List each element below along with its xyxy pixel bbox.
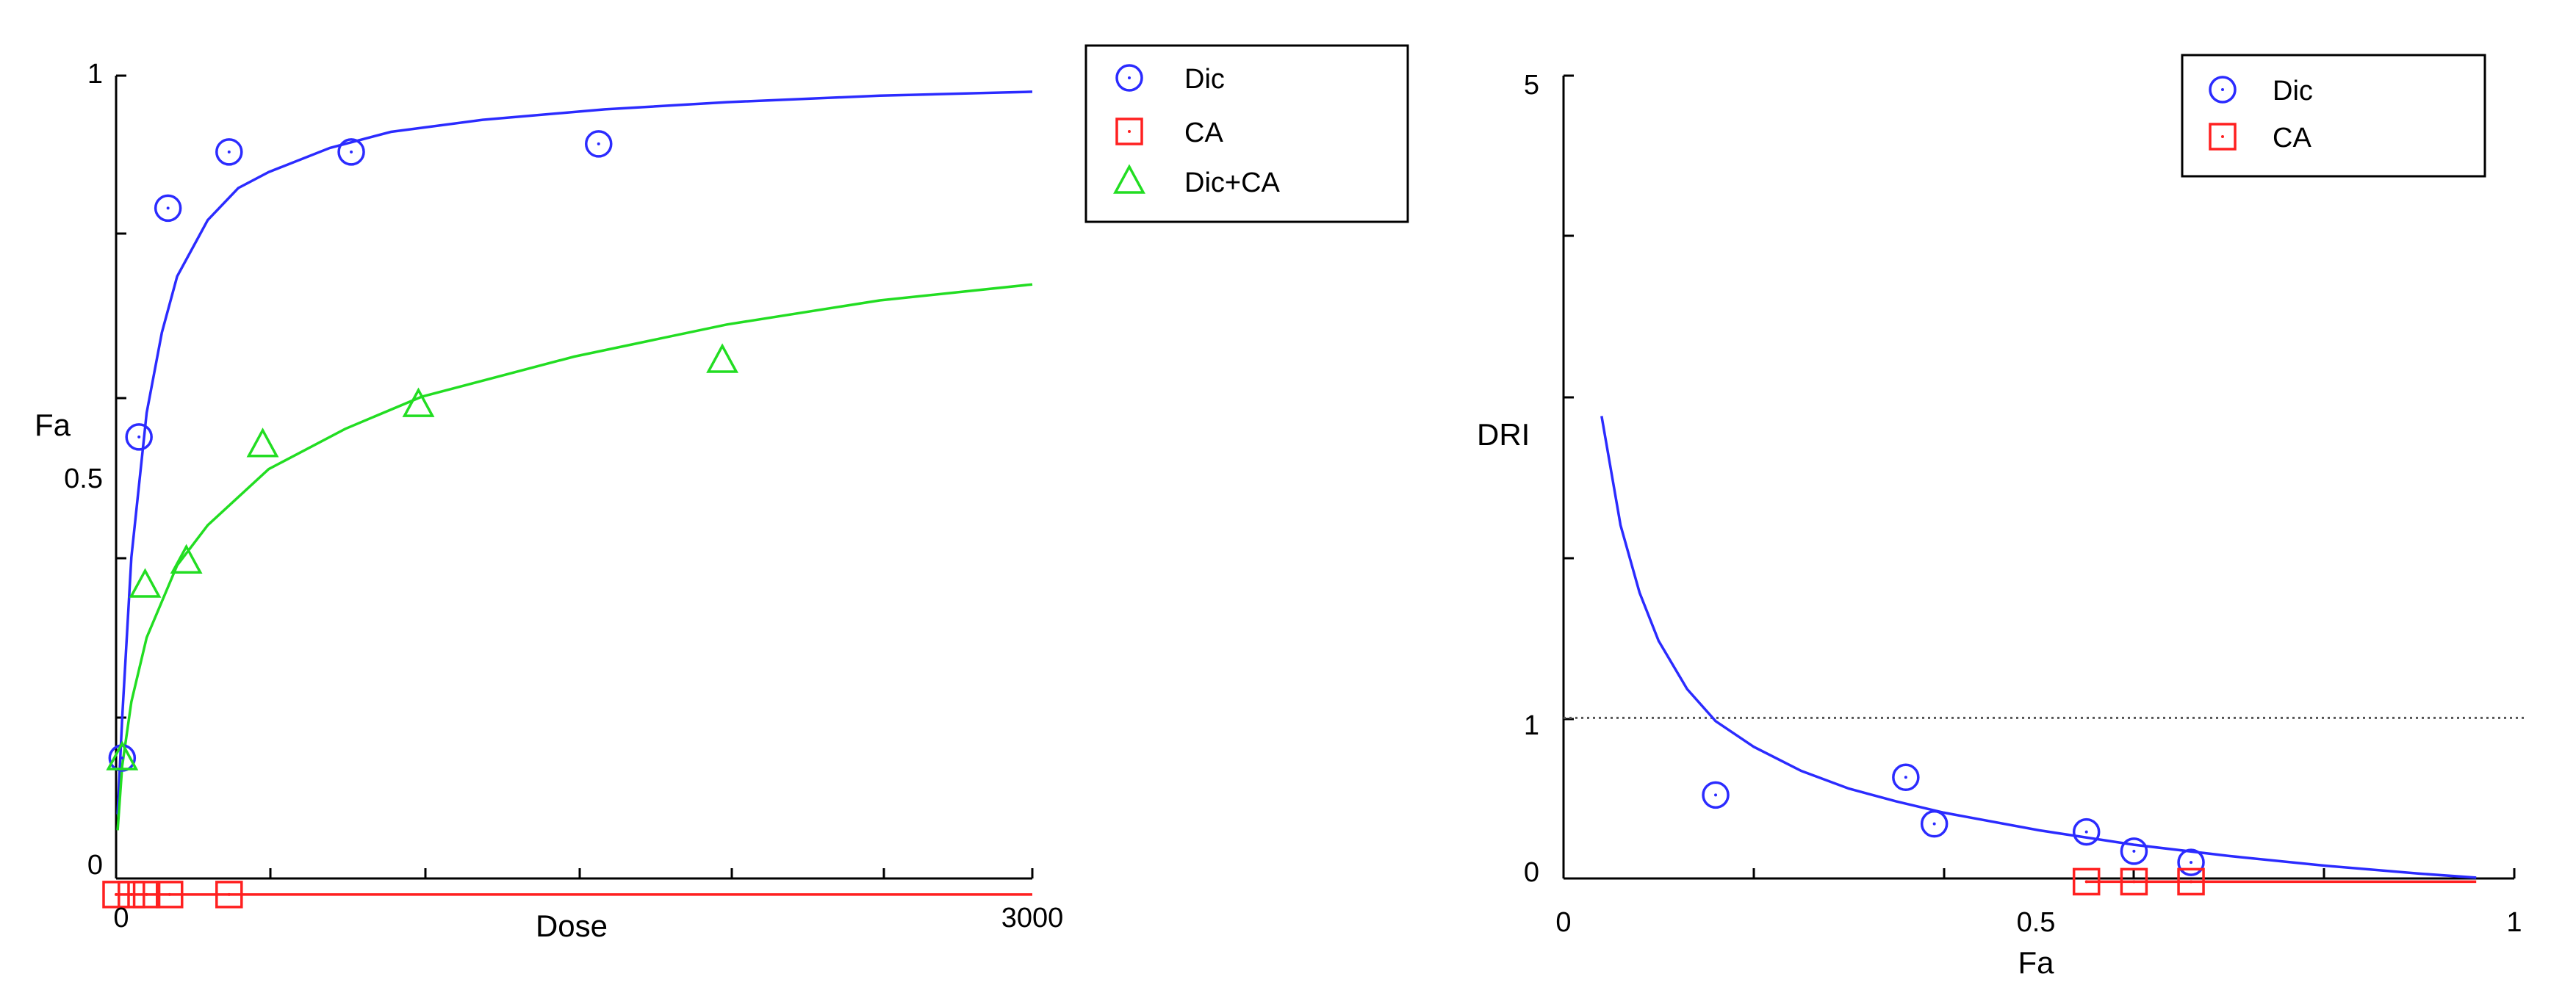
dose-effect-x-tick-3000: 3000 <box>1001 903 1064 934</box>
dri-legend-label-dic: Dic <box>2273 76 2313 107</box>
dri-x-tick-0-5: 0.5 <box>2017 907 2056 938</box>
legend-label-dic: Dic <box>1184 64 1225 95</box>
dose-effect-chart: 1 0.5 0 0 3000 Dose Fa Dic CA Dic+CA <box>35 44 1409 943</box>
dri-y-axis-label: DRI <box>1477 417 1530 452</box>
legend-marker-dic <box>1115 64 1143 92</box>
data-point-ca-1 <box>2072 867 2101 896</box>
data-point-dic-1 <box>1702 781 1730 809</box>
dri-y-tick-1: 1 <box>1524 710 1539 741</box>
data-point-dic-ca-5 <box>402 387 435 417</box>
series-line-dic <box>116 90 1033 815</box>
dri-legend: Dic CA <box>2181 54 2486 178</box>
dri-chart: 5 1 0 0 0.5 1 Fa DRI Dic CA <box>1477 54 2525 980</box>
data-point-dic-ca-4 <box>246 427 279 458</box>
dose-effect-x-tick-0: 0 <box>113 903 129 934</box>
data-point-dic-ca-2 <box>129 568 162 598</box>
data-point-dic-4 <box>215 138 243 166</box>
dri-x-tick-0: 0 <box>1555 907 1571 938</box>
data-point-ca-2 <box>2120 867 2148 896</box>
dri-legend-marker-ca <box>2209 123 2237 151</box>
data-point-dic-3 <box>1920 809 1949 838</box>
dri-markers <box>1702 763 2205 896</box>
data-point-ca-5 <box>215 881 243 909</box>
legend-label-dic-ca: Dic+CA <box>1184 167 1281 198</box>
data-point-ca-3 <box>2177 867 2205 896</box>
dri-ticks <box>1562 74 2516 880</box>
data-point-dic-6 <box>585 130 613 158</box>
dri-curves <box>1600 416 2477 884</box>
data-point-ca-3 <box>132 881 161 909</box>
data-point-dic-5 <box>337 138 365 166</box>
data-point-dic-2 <box>125 423 153 451</box>
data-point-dic-2 <box>1892 763 1920 792</box>
data-point-dic-ca-3 <box>170 544 203 574</box>
legend-marker-dic-ca <box>1113 164 1145 194</box>
dose-effect-y-tick-0-5: 0.5 <box>64 463 103 494</box>
dri-legend-label-ca: CA <box>2273 123 2311 154</box>
series-line-dic-ca <box>116 283 1033 831</box>
data-point-dic-ca-1 <box>106 740 139 770</box>
dri-x-tick-1: 1 <box>2506 907 2522 938</box>
data-point-ca-2 <box>118 881 145 909</box>
data-point-dic-ca-6 <box>706 343 739 373</box>
dose-effect-y-tick-0: 0 <box>87 850 103 881</box>
legend-label-ca: CA <box>1184 118 1223 148</box>
data-point-ca-1 <box>102 881 130 909</box>
dose-effect-legend: Dic CA Dic+CA <box>1084 44 1409 223</box>
data-point-dic-6 <box>2177 848 2205 876</box>
data-point-ca-4 <box>155 881 184 909</box>
dri-x-axis-label: Fa <box>2018 945 2054 980</box>
data-point-dic-5 <box>2120 837 2148 865</box>
dri-y-tick-5: 5 <box>1524 70 1539 101</box>
dose-effect-ticks <box>115 74 1034 880</box>
series-line-dic <box>1600 416 2477 879</box>
dose-effect-markers <box>102 130 739 909</box>
dri-legend-marker-dic <box>2209 76 2237 104</box>
legend-marker-ca <box>1115 118 1143 145</box>
data-point-dic-4 <box>2072 817 2101 846</box>
dose-effect-curves <box>116 90 1033 896</box>
dose-effect-y-tick-1: 1 <box>87 59 103 90</box>
dose-effect-x-axis-label: Dose <box>536 909 608 943</box>
data-point-dic-3 <box>154 194 182 223</box>
dri-y-tick-0: 0 <box>1524 857 1539 888</box>
dri-legend-box <box>2181 54 2486 178</box>
dose-effect-y-axis-label: Fa <box>35 408 71 442</box>
